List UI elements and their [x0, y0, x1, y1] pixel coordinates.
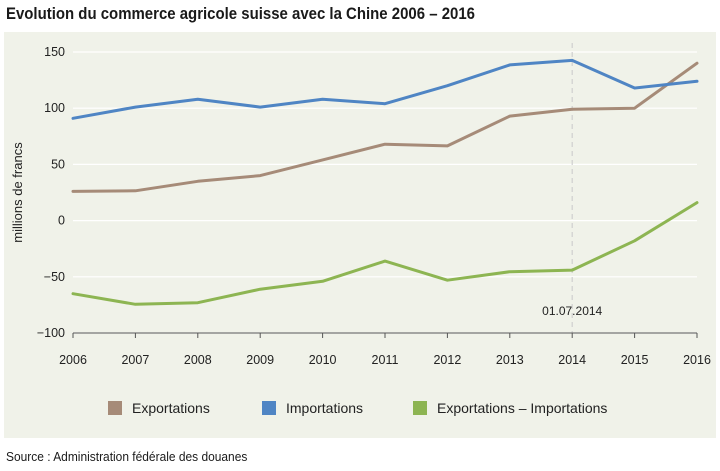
- legend: Exportations Importations Exportations – I…: [108, 400, 607, 416]
- x-tick-label: 2008: [184, 353, 212, 367]
- legend-label-3: Exportations – Importations: [437, 400, 607, 416]
- line-chart: 01.07.2014 150 100 50 0 −50 −100 2006 2007 2008 2…: [10, 43, 711, 416]
- legend-swatch-3: [413, 401, 427, 415]
- y-tick-label: 100: [44, 101, 65, 115]
- y-tick-label: −50: [44, 270, 65, 284]
- series-lines: [71, 58, 699, 306]
- x-tick-label: 2010: [309, 353, 337, 367]
- x-tick-label: 2009: [246, 353, 274, 367]
- legend-label-2: Importations: [286, 400, 363, 416]
- y-axis-label: millions de francs: [10, 142, 25, 243]
- x-tick-label: 2014: [558, 353, 586, 367]
- series-line-3: [71, 201, 699, 306]
- series-line-2: [71, 58, 699, 120]
- legend-label-1: Exportations: [132, 400, 210, 416]
- x-tick-label: 2013: [496, 353, 524, 367]
- source-note: Source : Administration fédérale des dou…: [6, 449, 248, 464]
- y-tick-label: 50: [51, 157, 65, 171]
- legend-swatch-2: [262, 401, 276, 415]
- annotation: 01.07.2014: [542, 43, 603, 333]
- gridlines: [73, 51, 697, 334]
- x-tick-label: 2016: [683, 353, 711, 367]
- y-tick-label: 150: [44, 45, 65, 59]
- y-tick-label: −100: [37, 326, 65, 340]
- page-title: Evolution du commerce agricole suisse av…: [6, 4, 475, 23]
- x-tick-label: 2015: [621, 353, 649, 367]
- x-tick-label: 2007: [121, 353, 149, 367]
- axes: 150 100 50 0 −50 −100 2006 2007 2008 2009 2010 2011…: [10, 45, 711, 367]
- x-tick-label: 2011: [372, 353, 399, 367]
- x-tick-label: 2006: [59, 353, 87, 367]
- chart-panel: [4, 32, 716, 438]
- y-tick-label: 0: [58, 214, 65, 228]
- series-line-1: [71, 61, 699, 193]
- annotation-label: 01.07.2014: [542, 304, 602, 318]
- x-tick-label: 2012: [433, 353, 461, 367]
- legend-swatch-1: [108, 401, 122, 415]
